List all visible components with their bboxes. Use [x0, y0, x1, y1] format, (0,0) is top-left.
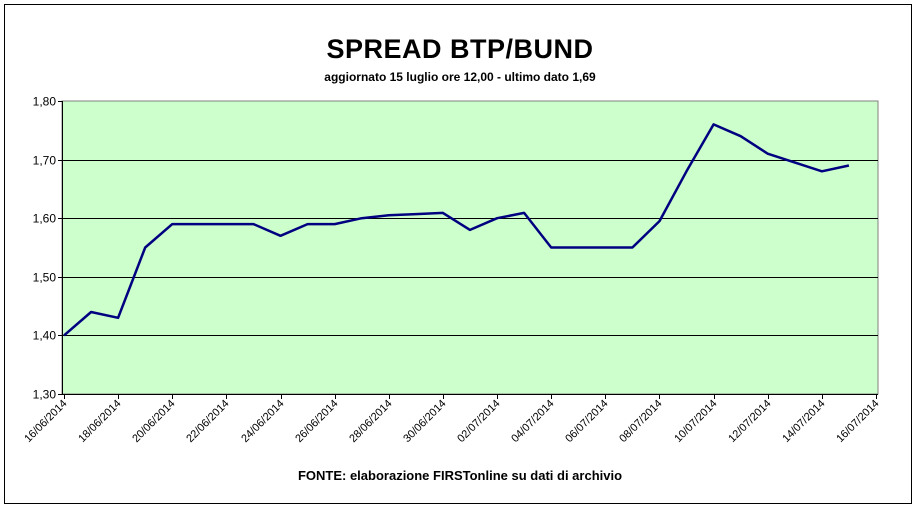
- x-tick-label: 16/07/2014: [834, 398, 881, 445]
- x-tick-label: 26/06/2014: [293, 398, 340, 445]
- x-tick-label: 30/06/2014: [401, 398, 448, 445]
- x-tick-label: 08/07/2014: [617, 398, 664, 445]
- y-tick-label: 1,70: [33, 154, 57, 168]
- x-tick-label: 16/06/2014: [22, 398, 69, 445]
- chart-subtitle: aggiornato 15 luglio ore 12,00 - ultimo …: [324, 70, 596, 84]
- chart-source-note: FONTE: elaborazione FIRSTonline su dati …: [297, 468, 623, 483]
- x-tick-label: 12/07/2014: [726, 398, 773, 445]
- x-tick-label: 24/06/2014: [239, 398, 286, 445]
- y-tick-label: 1,30: [33, 388, 57, 402]
- y-tick-label: 1,60: [33, 212, 57, 226]
- y-tick-label: 1,40: [33, 329, 57, 343]
- x-tick-label: 14/07/2014: [780, 398, 827, 445]
- x-tick-label: 10/07/2014: [672, 398, 719, 445]
- x-tick-label: 04/07/2014: [509, 398, 556, 445]
- x-tick-label: 02/07/2014: [455, 398, 502, 445]
- x-tick-label: 18/06/2014: [76, 398, 123, 445]
- x-tick-label: 06/07/2014: [563, 398, 610, 445]
- x-tick-label: 20/06/2014: [130, 398, 177, 445]
- chart-title: SPREAD BTP/BUND: [326, 34, 594, 64]
- x-tick-label: 22/06/2014: [184, 398, 231, 445]
- y-tick-label: 1,80: [33, 95, 57, 109]
- plot-area: [61, 100, 879, 395]
- y-tick-label: 1,50: [33, 271, 57, 285]
- x-tick-label: 28/06/2014: [347, 398, 394, 445]
